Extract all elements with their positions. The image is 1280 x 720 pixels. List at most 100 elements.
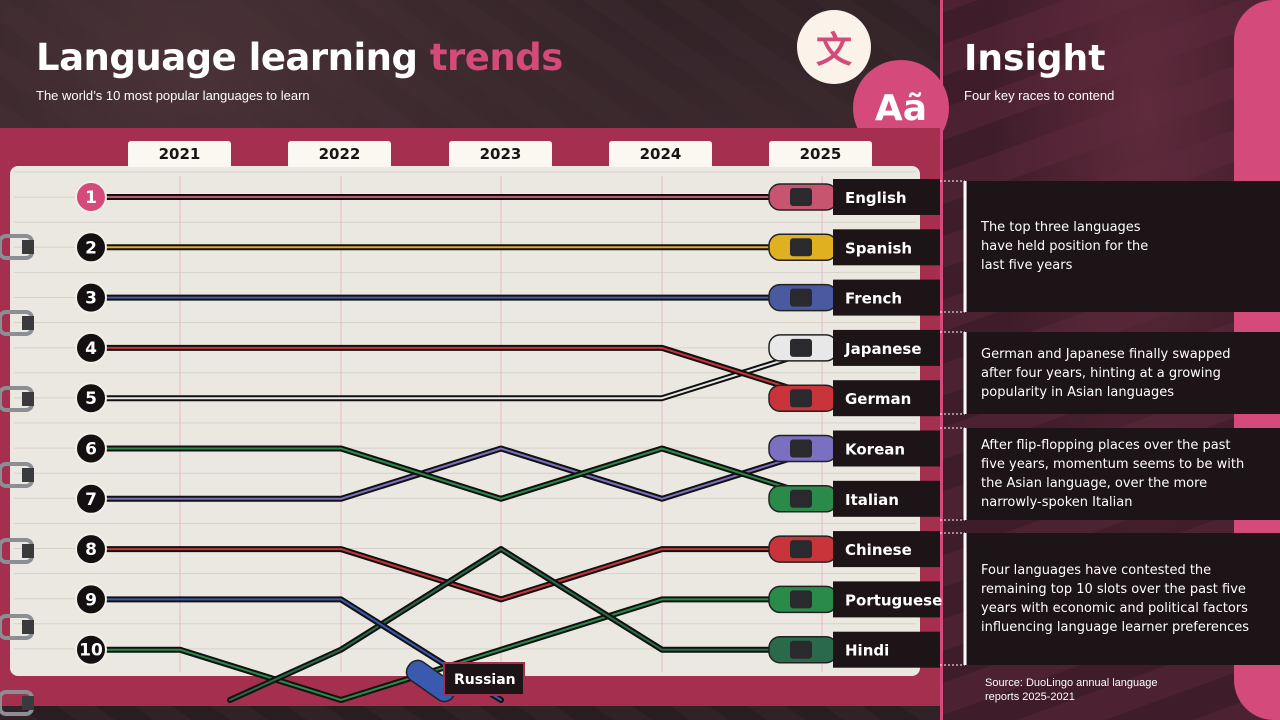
series-line-japanese <box>89 346 823 400</box>
rank-marker-3 <box>75 281 107 314</box>
insight-2-line-3: popularity in Asian languages <box>981 384 1175 400</box>
car-windshield-spanish <box>790 238 812 257</box>
label-tag-chinese <box>833 531 940 568</box>
insight-4-line-4: influencing language learner preferences <box>981 620 1250 635</box>
series-line-outline-hindi <box>227 546 825 703</box>
rank-marker-5 <box>75 382 107 415</box>
insight-3-line-4: narrowly-spoken Italian <box>981 495 1133 510</box>
rank-label-4: 4 <box>85 339 97 359</box>
label-tag-french <box>833 279 940 316</box>
label-tag-hindi <box>833 631 940 668</box>
title-accent: trends <box>429 36 563 79</box>
spiral-hole <box>22 620 34 634</box>
spiral-hole <box>22 696 34 710</box>
insight-1-line-1: The top three languages <box>981 220 1141 235</box>
rank-label-3: 3 <box>85 289 97 309</box>
insight-title: Insight <box>964 38 1106 79</box>
source-note: Source: DuoLingo annual language reports… <box>985 677 1158 703</box>
insight-1-line-3: last five years <box>981 258 1073 273</box>
translate-glyph: 文 <box>815 30 852 71</box>
car-windshield-chinese <box>790 540 812 559</box>
label-tag-english <box>833 179 940 215</box>
rank-marker-8 <box>75 533 107 566</box>
insight-3-line-2: five years, momentum seems to be with <box>981 457 1245 472</box>
insight-box-4: Four languages have contested the remain… <box>967 533 1280 665</box>
insight-1-line-2: have held position for the <box>981 239 1149 254</box>
rank-label-5: 5 <box>85 389 97 409</box>
rank-label-7: 7 <box>85 490 97 510</box>
page-title: Language learning trends <box>36 36 563 79</box>
end-label-chinese: Chinese <box>845 541 912 559</box>
rank-marker-2 <box>75 231 107 264</box>
label-tag-russian <box>443 662 525 696</box>
insight-4-line-2: remaining top 10 slots over the past fiv… <box>981 582 1246 597</box>
label-tag-korean <box>833 430 940 467</box>
insight-3-line-3: the Asian language, over the more <box>981 476 1208 491</box>
series-line-german <box>89 346 823 400</box>
insight-3-line-1: After flip-flopping places over the past <box>981 438 1231 453</box>
rank-marker-10 <box>75 633 107 666</box>
end-label-korean: Korean <box>845 441 905 459</box>
car-windshield-english <box>790 188 812 206</box>
rank-marker-9 <box>75 583 107 616</box>
end-label-english: English <box>845 189 907 207</box>
end-label-russian: Russian <box>454 672 516 688</box>
insight-2-line-1: German and Japanese finally swapped <box>981 346 1231 362</box>
end-label-spanish: Spanish <box>845 239 912 257</box>
speech-bubble-translate-icon: 文 <box>797 10 871 84</box>
year-tab-2023: 2023 <box>449 141 552 167</box>
end-label-japanese: Japanese <box>844 340 922 358</box>
label-tag-german <box>833 380 940 417</box>
title-main: Language learning <box>36 36 418 79</box>
insight-box-3: After flip-flopping places over the past… <box>967 428 1280 520</box>
end-label-italian: Italian <box>845 491 899 509</box>
rank-label-1: 1 <box>85 188 97 208</box>
rank-label-9: 9 <box>85 590 97 610</box>
label-tag-japanese <box>833 329 940 366</box>
spiral-hole <box>22 468 34 482</box>
car-windshield-german <box>790 389 812 408</box>
label-tag-italian <box>833 480 940 517</box>
car-windshield-hindi <box>790 640 812 659</box>
year-tab-2022: 2022 <box>288 141 391 167</box>
car-windshield-italian <box>790 489 812 508</box>
rank-label-2: 2 <box>85 238 97 258</box>
rank-marker-1 <box>75 181 107 213</box>
series-line-hindi <box>229 548 823 701</box>
label-tag-portuguese <box>833 581 940 618</box>
car-windshield-japanese <box>790 338 812 357</box>
year-tab-2021: 2021 <box>128 141 231 167</box>
insight-4-line-3: years with economic and political factor… <box>981 601 1248 616</box>
spiral-hole <box>22 316 34 330</box>
insight-box-1: The top three languages have held positi… <box>967 181 1280 312</box>
rank-marker-4 <box>75 331 107 364</box>
rank-marker-6 <box>75 432 107 465</box>
year-tab-2024: 2024 <box>609 141 712 167</box>
spiral-hole <box>22 392 34 406</box>
insight-subtitle: Four key races to contend <box>964 88 1115 103</box>
end-label-french: French <box>845 290 902 308</box>
year-tab-2025: 2025 <box>769 141 872 167</box>
series-line-italian <box>89 447 823 500</box>
car-windshield-portuguese <box>790 590 812 609</box>
insight-2-line-2: after four years, hinting at a growing <box>981 365 1221 381</box>
end-label-portuguese: Portuguese <box>845 591 942 609</box>
series-line-russian <box>89 598 502 701</box>
accent-glyph: Aã <box>874 87 928 129</box>
end-label-hindi: Hindi <box>845 642 889 660</box>
insight-4-line-1: Four languages have contested the <box>981 563 1212 578</box>
spiral-hole <box>22 240 34 254</box>
end-label-german: German <box>845 390 911 408</box>
rank-marker-7 <box>75 482 107 515</box>
label-tag-spanish <box>833 229 940 266</box>
page-subtitle: The world’s 10 most popular languages to… <box>36 88 310 103</box>
spiral-hole <box>22 544 34 558</box>
series-line-chinese <box>89 548 823 601</box>
insight-box-2: German and Japanese finally swapped afte… <box>967 332 1280 414</box>
car-windshield-french <box>790 288 812 307</box>
rank-label-8: 8 <box>85 540 97 560</box>
car-windshield-korean <box>790 439 812 458</box>
rank-label-6: 6 <box>85 440 97 460</box>
rank-label-10: 10 <box>79 641 103 661</box>
